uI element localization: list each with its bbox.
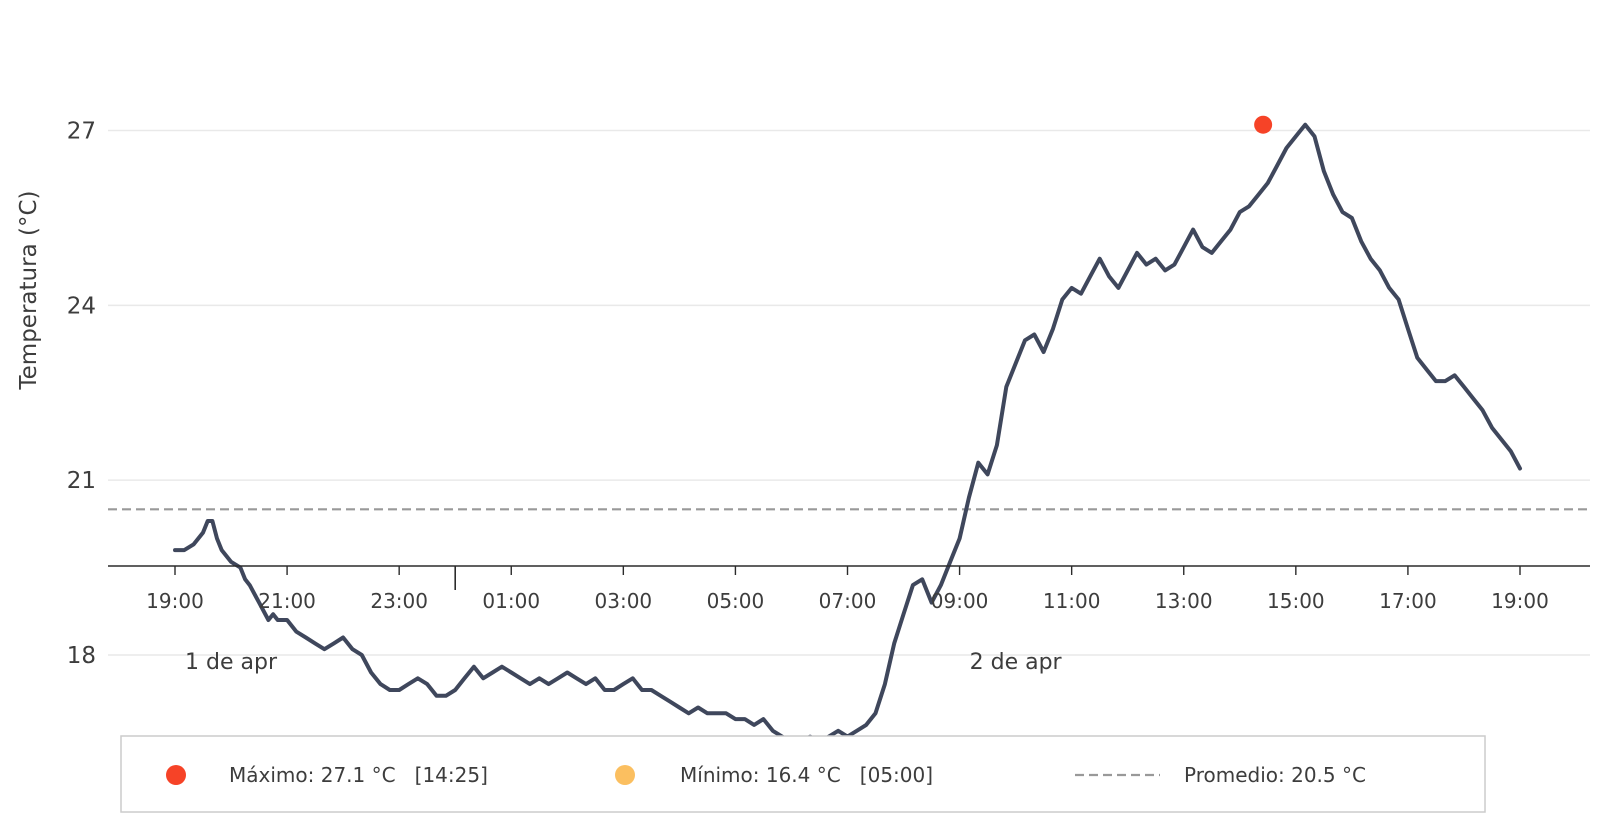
x-tick-label: 15:00 xyxy=(1267,589,1325,613)
x-tick-label: 11:00 xyxy=(1043,589,1101,613)
grid-lines xyxy=(108,129,1590,656)
x-tick-label: 17:00 xyxy=(1379,589,1437,613)
x-tick-label: 23:00 xyxy=(370,589,428,613)
x-tick-label: 03:00 xyxy=(595,589,653,613)
date-label: 2 de apr xyxy=(970,650,1063,675)
x-tick-label: 07:00 xyxy=(819,589,877,613)
legend: Máximo: 27.1 °C [14:25] Mínimo: 16.4 °C … xyxy=(120,735,1486,813)
x-tick-label: 13:00 xyxy=(1155,589,1213,613)
x-tick-label: 01:00 xyxy=(482,589,540,613)
y-tick-label: 24 xyxy=(67,293,96,319)
x-axis-ticks: 19:00 21:00 23:00 01:00 03:00 05:00 07:00 09:00… xyxy=(146,566,1549,613)
x-axis-date-labels: 1 de apr 2 de apr xyxy=(185,650,1063,675)
x-tick-label: 09:00 xyxy=(931,589,989,613)
legend-average-label: Promedio: 20.5 °C xyxy=(1184,763,1366,787)
x-tick-label: 19:00 xyxy=(1491,589,1549,613)
legend-min-label: Mínimo: 16.4 °C [05:00] xyxy=(680,763,933,787)
x-tick-label: 05:00 xyxy=(707,589,765,613)
max-marker xyxy=(1254,115,1273,134)
legend-max-marker xyxy=(166,765,186,785)
y-tick-label: 21 xyxy=(67,468,96,494)
legend-min-marker xyxy=(615,765,635,785)
x-tick-label: 19:00 xyxy=(146,589,204,613)
x-tick-label: 21:00 xyxy=(258,589,316,613)
y-tick-label: 18 xyxy=(67,643,96,669)
y-axis-ticks: 18 21 24 27 xyxy=(67,119,96,669)
date-label: 1 de apr xyxy=(185,650,278,675)
legend-max-label: Máximo: 27.1 °C [14:25] xyxy=(229,763,488,787)
y-tick-label: 27 xyxy=(67,119,96,145)
legend-frame xyxy=(120,735,1486,813)
y-axis-label: Temperatura (°C) xyxy=(16,191,42,391)
